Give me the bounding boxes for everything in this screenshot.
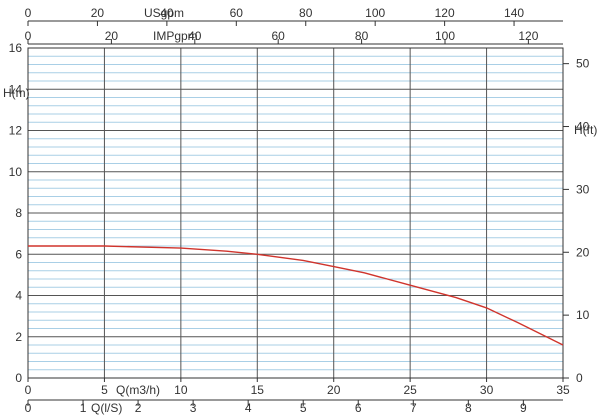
x-bottom2-tick-label: 1 — [80, 401, 87, 415]
x-bottom-tick-label: 35 — [556, 383, 570, 397]
x-axis-top1-ticks: 0 20 40 60 80 100 120 140 — [25, 6, 563, 26]
x-top1-tick-label: 60 — [230, 6, 244, 20]
y-axis-right-label: H(ft) — [574, 123, 597, 137]
y-left-tick-label: 8 — [15, 206, 22, 220]
y-left-tick-label: 10 — [9, 165, 23, 179]
y-right-tick-label: 40 — [576, 120, 590, 134]
x-bottom2-tick-label: 2 — [135, 401, 142, 415]
y-right-tick-label: 10 — [576, 308, 590, 322]
x-bottom-tick-label: 10 — [174, 383, 188, 397]
x-bottom2-tick-label: 6 — [355, 401, 362, 415]
x-top1-tick-label: 20 — [91, 6, 105, 20]
y-left-tick-label: 12 — [9, 124, 23, 138]
x-top1-tick-label: 140 — [504, 6, 524, 20]
x-axis-top2-label: IMPgpm — [153, 29, 198, 43]
x-bottom-tick-label: 30 — [480, 383, 494, 397]
x-axis-label: Q(m3/h) — [116, 383, 160, 397]
y-left-tick-label: 16 — [9, 41, 23, 55]
minor-gridlines — [28, 55, 563, 371]
y-right-tick-label: 30 — [576, 182, 590, 196]
x-top1-tick-label: 0 — [25, 6, 32, 20]
major-gridlines — [28, 48, 563, 378]
x-bottom-tick-label: 20 — [327, 383, 341, 397]
x-bottom2-tick-label: 3 — [190, 401, 197, 415]
y-axis-left-ticks: 0 2 4 6 8 10 12 14 16 — [9, 41, 23, 385]
x-top2-tick-label: 120 — [518, 29, 538, 43]
x-top2-tick-label: 40 — [188, 29, 202, 43]
x-top1-tick-label: 40 — [160, 6, 174, 20]
x-bottom-tick-label: 0 — [25, 383, 32, 397]
y-axis-right-ticks: 0 10 20 30 40 50 — [563, 57, 590, 385]
x-axis-top1-label: USgpm — [144, 6, 184, 20]
x-bottom-tick-label: 5 — [101, 383, 108, 397]
x-bottom2-tick-label: 0 — [25, 401, 32, 415]
x-bottom2-tick-label: 8 — [465, 401, 472, 415]
x-top1-tick-label: 80 — [299, 6, 313, 20]
x-axis-bottom2-label: Q(l/S) — [91, 401, 122, 415]
x-axis-bottom-ticks: 0 5 10 15 20 25 30 35 — [25, 378, 570, 397]
series-layer — [28, 245, 564, 346]
x-bottom2-tick-label: 7 — [410, 401, 417, 415]
x-bottom2-tick-label: 4 — [245, 401, 252, 415]
x-top2-tick-label: 100 — [435, 29, 455, 43]
x-top1-tick-label: 120 — [435, 6, 455, 20]
x-bottom2-tick-label: 9 — [520, 401, 527, 415]
y-right-tick-label: 50 — [576, 57, 590, 71]
x-bottom2-tick-label: 5 — [300, 401, 307, 415]
x-axis-top2-ticks: 0 20 40 60 80 100 120 — [25, 29, 563, 45]
x-top2-tick-label: 20 — [105, 29, 119, 43]
x-top2-tick-label: 60 — [272, 29, 286, 43]
y-left-tick-label: 14 — [9, 82, 23, 96]
plot-frame — [27, 47, 564, 379]
y-right-tick-label: 20 — [576, 245, 590, 259]
y-axis-left-label: H(m) — [3, 86, 30, 100]
x-bottom-tick-label: 25 — [403, 383, 417, 397]
x-top2-tick-label: 80 — [355, 29, 369, 43]
series-line-0 — [28, 245, 564, 346]
x-top2-tick-label: 0 — [25, 29, 32, 43]
x-bottom-tick-label: 15 — [251, 383, 265, 397]
x-axis-bottom2-ticks: 0 1 2 3 4 5 6 7 8 9 — [25, 399, 563, 415]
y-right-tick-label: 0 — [576, 371, 583, 385]
y-left-tick-label: 2 — [15, 330, 22, 344]
y-left-tick-label: 4 — [15, 289, 22, 303]
y-left-tick-label: 6 — [15, 247, 22, 261]
x-top1-tick-label: 100 — [365, 6, 385, 20]
y-left-tick-label: 0 — [15, 371, 22, 385]
